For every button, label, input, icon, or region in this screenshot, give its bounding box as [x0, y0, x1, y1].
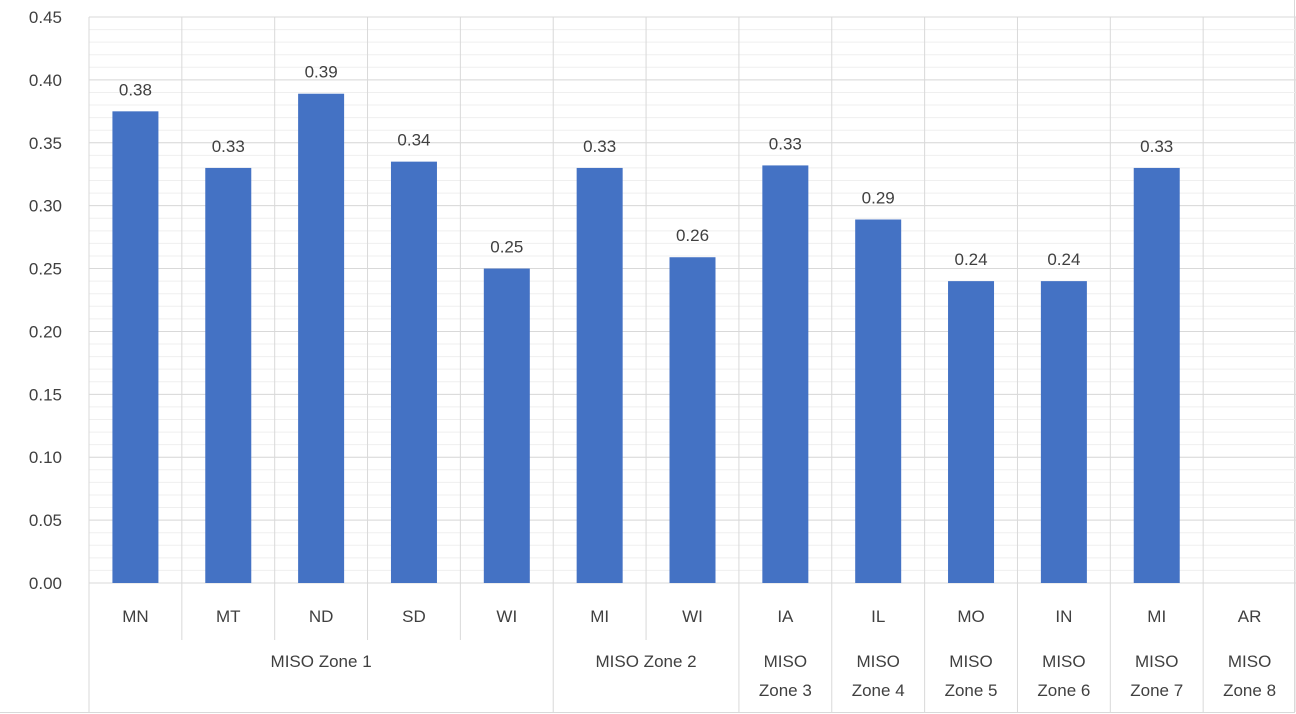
y-tick-label: 0.30: [29, 197, 62, 216]
x-tick-label: IA: [777, 607, 794, 626]
bar: [298, 93, 345, 584]
data-label: 0.33: [769, 134, 802, 153]
y-tick-label: 0.10: [29, 448, 62, 467]
data-label: 0.38: [119, 80, 152, 99]
x-tick-label: AR: [1238, 607, 1262, 626]
group-label: MISO Zone 4: [852, 652, 905, 700]
x-axis-category-labels: MN MT ND SD WI MI WI IA IL MO IN MI AR: [122, 607, 1261, 626]
data-label: 0.34: [397, 131, 430, 150]
data-label: 0.29: [862, 189, 895, 208]
x-tick-label: MN: [122, 607, 148, 626]
x-tick-label: MI: [590, 607, 609, 626]
y-tick-label: 0.00: [29, 574, 62, 593]
bar: [112, 111, 159, 583]
x-tick-label: ND: [309, 607, 334, 626]
category-separators: [88, 17, 1296, 712]
group-label: MISO Zone 1: [271, 652, 372, 671]
bar: [1133, 167, 1180, 583]
bar: [576, 167, 623, 583]
y-tick-label: 0.45: [29, 8, 62, 27]
bar: [948, 281, 995, 583]
data-label: 0.26: [676, 226, 709, 245]
data-label: 0.24: [954, 250, 987, 269]
bar: [762, 165, 809, 583]
group-label: MISO Zone 5: [945, 652, 998, 700]
data-label: 0.39: [305, 63, 338, 82]
x-tick-label: MI: [1147, 607, 1166, 626]
x-tick-label: IN: [1055, 607, 1072, 626]
group-label: MISO Zone 6: [1037, 652, 1090, 700]
y-tick-label: 0.40: [29, 71, 62, 90]
y-axis-tick-labels: 0.00 0.05 0.10 0.15 0.20 0.25 0.30 0.35 0.40 0.45: [29, 8, 62, 593]
x-tick-label: WI: [682, 607, 703, 626]
data-labels: 0.38 0.33 0.39 0.34 0.25 0.33 0.26 0.33 0.29 0.24…: [119, 63, 1173, 269]
x-tick-label: MO: [957, 607, 984, 626]
x-tick-label: WI: [496, 607, 517, 626]
group-label: MISO Zone 7: [1130, 652, 1183, 700]
data-label: 0.33: [583, 137, 616, 156]
x-axis-group-labels: MISO Zone 1 MISO Zone 2 MISO Zone 3 MISO Zone…: [271, 652, 1276, 700]
y-tick-label: 0.35: [29, 134, 62, 153]
data-label: 0.33: [212, 137, 245, 156]
bar: [390, 161, 437, 583]
data-label: 0.24: [1047, 250, 1080, 269]
data-label: 0.25: [490, 238, 523, 257]
data-label: 0.33: [1140, 137, 1173, 156]
y-tick-label: 0.05: [29, 511, 62, 530]
bar: [205, 167, 252, 583]
y-tick-label: 0.20: [29, 322, 62, 341]
group-label: MISO Zone 3: [759, 652, 812, 700]
bar: [1040, 281, 1087, 583]
x-tick-label: MT: [216, 607, 241, 626]
bar: [483, 268, 530, 583]
group-label: MISO Zone 8: [1223, 652, 1276, 700]
bar: [669, 257, 716, 583]
x-tick-label: IL: [871, 607, 885, 626]
y-tick-label: 0.25: [29, 260, 62, 279]
bar-series: [112, 93, 1180, 584]
y-tick-label: 0.15: [29, 385, 62, 404]
bar: [855, 219, 902, 583]
group-label: MISO Zone 2: [596, 652, 697, 671]
x-tick-label: SD: [402, 607, 426, 626]
